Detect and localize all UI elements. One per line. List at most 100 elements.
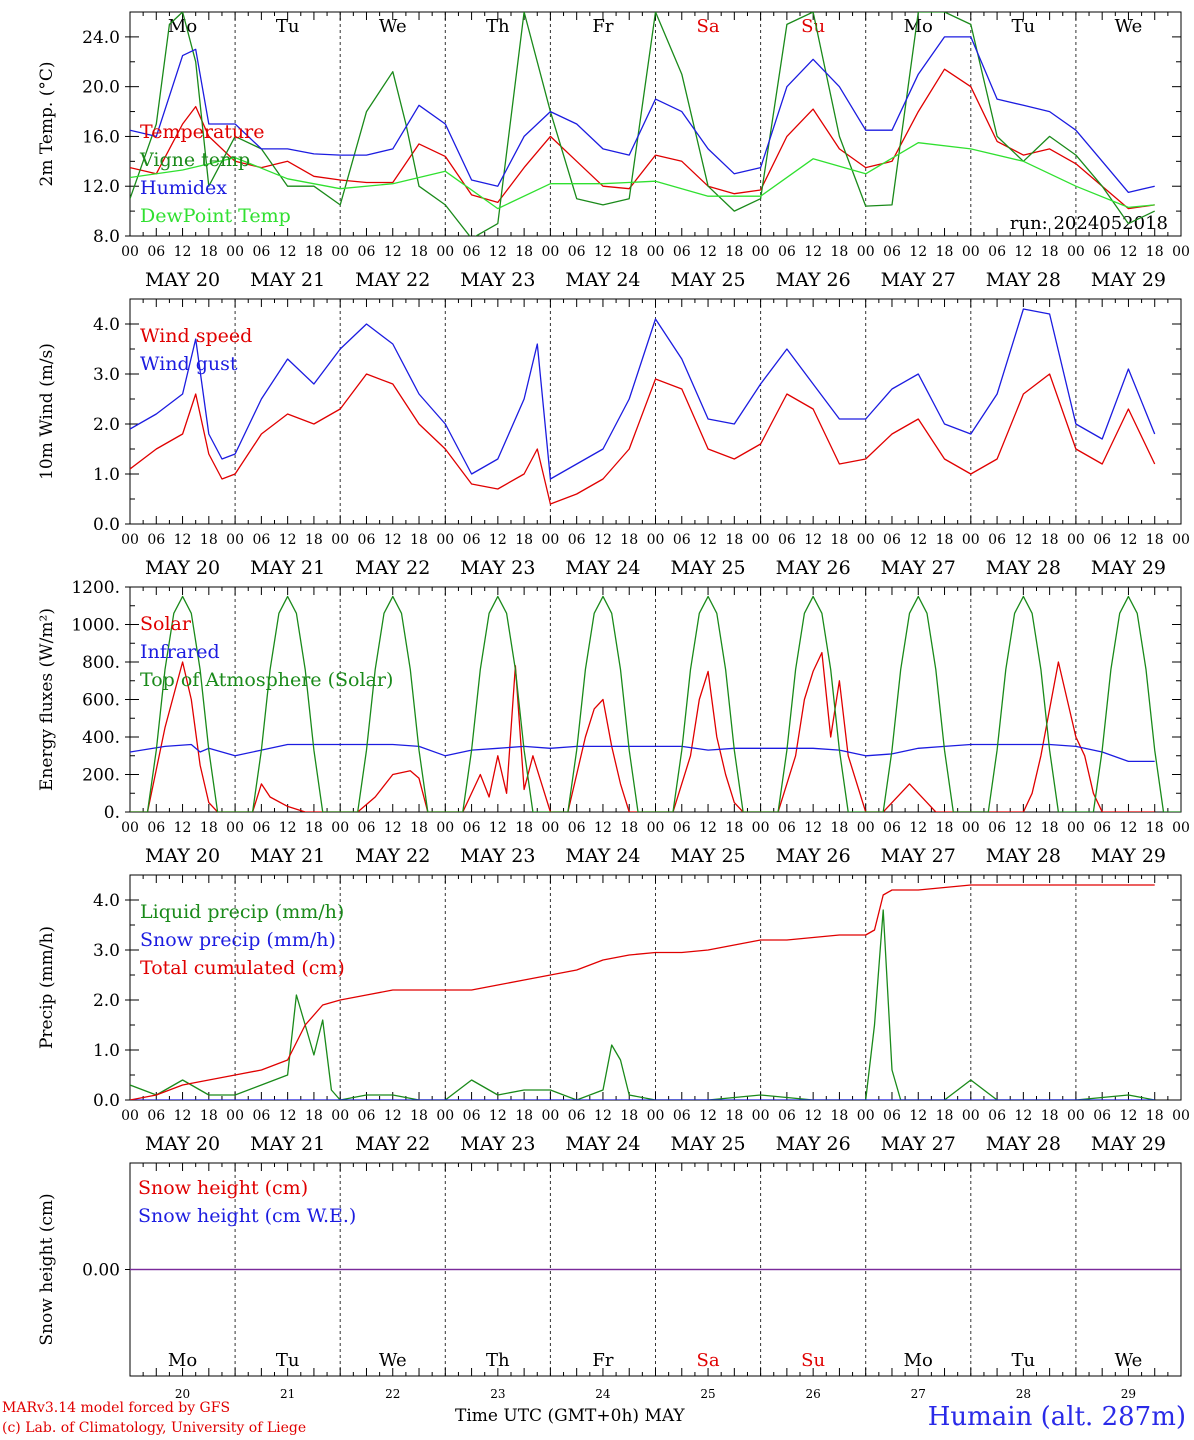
- legend-entry: Infrared: [140, 641, 220, 663]
- hour-label: 12: [804, 820, 822, 836]
- hour-label: 06: [252, 244, 270, 260]
- hour-label: 18: [200, 532, 218, 548]
- date-label: MAY 24: [565, 269, 640, 291]
- hour-label: 06: [463, 244, 481, 260]
- hour-label: 00: [436, 1108, 454, 1124]
- hour-label: 06: [883, 244, 901, 260]
- hour-label: 06: [1093, 1108, 1111, 1124]
- hour-label: 12: [699, 1108, 717, 1124]
- day-number: 21: [280, 1387, 295, 1401]
- hour-label: 00: [647, 820, 665, 836]
- hour-label: 06: [252, 820, 270, 836]
- hour-label: 06: [778, 532, 796, 548]
- hour-label: 06: [568, 1108, 586, 1124]
- date-label: MAY 24: [565, 1133, 640, 1155]
- hour-label: 12: [384, 1108, 402, 1124]
- hour-label: 06: [1093, 820, 1111, 836]
- series-line-liquid-precip-mm-h-: [130, 909, 1155, 1100]
- hour-label: 00: [541, 1108, 559, 1124]
- hour-label: 12: [174, 820, 192, 836]
- hour-label: 00: [331, 820, 349, 836]
- date-label: MAY 26: [776, 845, 851, 867]
- hour-label: 06: [358, 820, 376, 836]
- date-label: MAY 20: [145, 845, 220, 867]
- hour-label: 18: [515, 244, 533, 260]
- hour-label: 12: [1014, 244, 1032, 260]
- y-axis-label: Precip (mm/h): [37, 926, 57, 1049]
- hour-label: 00: [121, 532, 139, 548]
- series-line-humidex: [130, 36, 1155, 194]
- legend-entry: Snow precip (mm/h): [140, 929, 336, 951]
- date-label: MAY 23: [460, 557, 535, 579]
- hour-label: 00: [647, 1108, 665, 1124]
- hour-label: 18: [1041, 244, 1059, 260]
- hour-label: 00: [331, 244, 349, 260]
- hour-label: 18: [410, 244, 428, 260]
- hour-label: 06: [988, 244, 1006, 260]
- hour-label: 18: [1041, 1108, 1059, 1124]
- hour-label: 18: [620, 1108, 638, 1124]
- hour-label: 18: [1146, 244, 1164, 260]
- hour-label: 12: [279, 532, 297, 548]
- hour-label: 18: [200, 1108, 218, 1124]
- hour-label: 12: [1014, 1108, 1032, 1124]
- run-annotation: run: 2024052018: [1010, 213, 1168, 234]
- weekday-label: Tu: [276, 16, 300, 37]
- hour-label: 06: [568, 532, 586, 548]
- hour-label: 00: [1067, 244, 1085, 260]
- hour-label: 00: [226, 820, 244, 836]
- x-axis-title: Time UTC (GMT+0h) MAY: [455, 1406, 685, 1426]
- hour-label: 18: [831, 820, 849, 836]
- date-label: MAY 22: [355, 845, 430, 867]
- hour-label: 12: [279, 1108, 297, 1124]
- hour-label: 00: [541, 532, 559, 548]
- hour-label: 18: [410, 1108, 428, 1124]
- weekday-label: Mo: [168, 1350, 197, 1371]
- hour-label: 12: [489, 532, 507, 548]
- hour-label: 12: [594, 244, 612, 260]
- hour-label: 12: [699, 532, 717, 548]
- hour-label: 06: [358, 532, 376, 548]
- y-tick-label: 1200.: [71, 578, 120, 598]
- y-tick-label: 0.0: [93, 1091, 120, 1111]
- day-number: 22: [385, 1387, 400, 1401]
- hour-label: 12: [174, 1108, 192, 1124]
- hour-label: 06: [1093, 244, 1111, 260]
- hour-label: 12: [174, 244, 192, 260]
- y-tick-label: 24.0: [82, 28, 120, 48]
- legend-entry: Snow height (cm W.E.): [138, 1205, 356, 1227]
- panel-wind: 0.0 1.0 2.0 3.0 4.0 10m Wind (m/s) 00 06 12 18 MAY…: [37, 298, 1190, 579]
- day-number: 28: [1016, 1387, 1031, 1401]
- hour-label: 00: [1172, 820, 1190, 836]
- hour-label: 12: [909, 244, 927, 260]
- y-tick-label: 4.0: [93, 315, 120, 335]
- hour-label: 18: [200, 820, 218, 836]
- panel-snow: 0.00 Snow height (cm) Mo 20 Tu 21 We 22 Th 23 Fr 24…: [37, 1162, 1182, 1401]
- weekday-label: We: [379, 16, 407, 37]
- y-tick-label: 1.0: [93, 1041, 120, 1061]
- hour-label: 00: [121, 1108, 139, 1124]
- date-label: MAY 29: [1091, 1133, 1166, 1155]
- weekday-label: Tu: [276, 1350, 300, 1371]
- hour-label: 12: [909, 820, 927, 836]
- hour-label: 18: [936, 244, 954, 260]
- hour-label: 18: [725, 244, 743, 260]
- weekday-label: Tu: [1012, 16, 1036, 37]
- hour-label: 18: [620, 820, 638, 836]
- weekday-label: We: [379, 1350, 407, 1371]
- hour-label: 00: [857, 532, 875, 548]
- weekday-label: Mo: [168, 16, 197, 37]
- hour-label: 06: [147, 244, 165, 260]
- hour-label: 00: [1172, 244, 1190, 260]
- hour-label: 12: [804, 1108, 822, 1124]
- hour-label: 00: [962, 1108, 980, 1124]
- hour-label: 18: [936, 532, 954, 548]
- hour-label: 12: [279, 820, 297, 836]
- hour-label: 12: [594, 820, 612, 836]
- series-line-solar: [130, 651, 1155, 812]
- hour-label: 18: [1146, 820, 1164, 836]
- weekday-label: Fr: [592, 1350, 613, 1371]
- hour-label: 00: [962, 244, 980, 260]
- hour-label: 12: [279, 244, 297, 260]
- y-axis-label: 2m Temp. (°C): [37, 61, 57, 186]
